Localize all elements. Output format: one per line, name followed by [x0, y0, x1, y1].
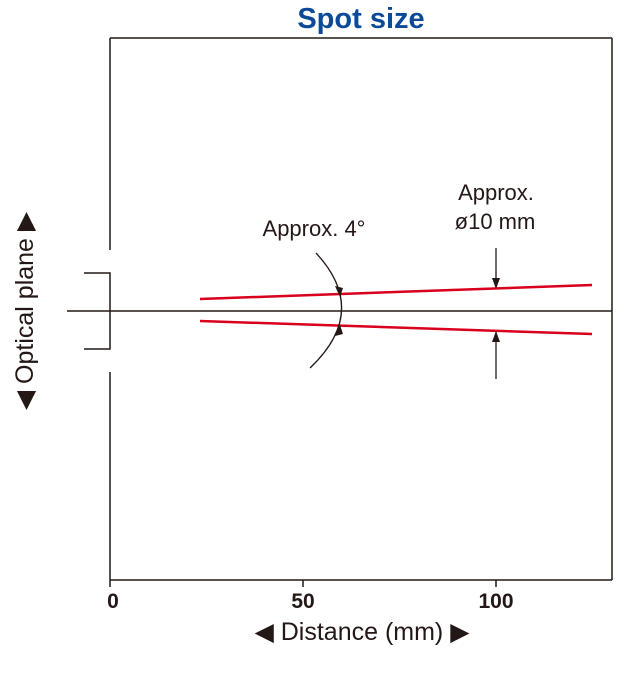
- angle-arrowhead-upper: [335, 286, 343, 297]
- diameter-arrowhead-bottom: [492, 331, 500, 342]
- plot-frame: [109, 37, 613, 581]
- x-tick-marks: [109, 580, 497, 587]
- angle-arrowhead-lower: [335, 325, 343, 336]
- diameter-indicator: [492, 248, 500, 379]
- beam-upper-edge: [199, 283, 593, 301]
- diameter-arrowhead-top: [492, 278, 500, 289]
- x-tick-label-0: 0: [107, 590, 119, 613]
- angle-arc: [309, 252, 343, 369]
- x-axis-label: ◀ Distance (mm) ▶: [255, 618, 471, 646]
- x-tick-label-50: 50: [291, 590, 314, 613]
- beam-lower-edge: [199, 319, 593, 336]
- diagram-title: Spot size: [297, 3, 424, 35]
- diameter-label-line1: Approx.: [458, 180, 534, 205]
- x-tick-label-100: 100: [478, 590, 513, 613]
- angle-label: Approx. 4°: [263, 216, 366, 241]
- diameter-label-line2: ø10 mm: [455, 209, 536, 234]
- y-axis-label: ◀ Optical plane ▶: [11, 211, 39, 410]
